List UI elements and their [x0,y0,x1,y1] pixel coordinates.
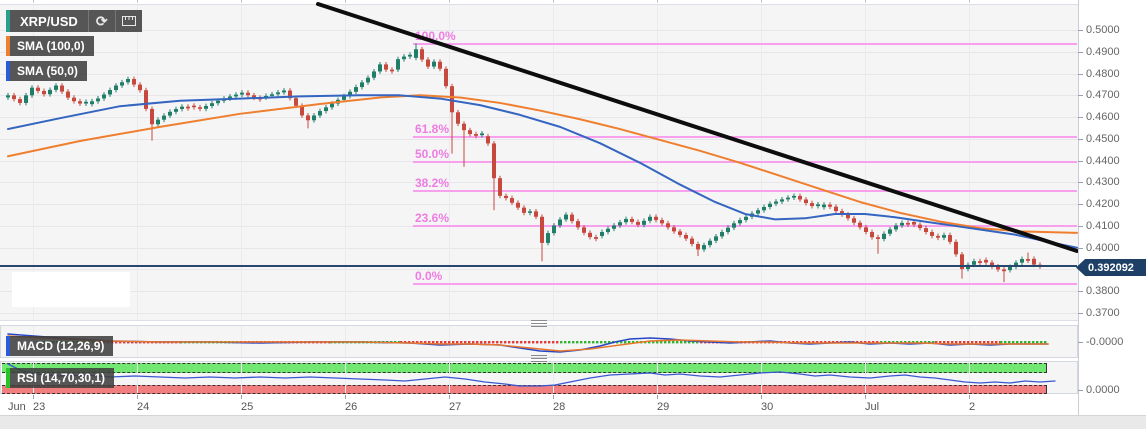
bottom-scroll-strip[interactable] [0,415,1146,429]
fib-line [413,190,1077,192]
time-tick-label: 23 [33,401,46,413]
time-tick-label: 25 [241,401,254,413]
price-tick-label: 0.3800 [1086,285,1120,297]
indicator-tick-label: 0.0000 [1086,384,1120,396]
fib-label: 61.8% [415,122,450,136]
price-tick-label: 0.3700 [1086,307,1120,319]
time-tick-label: 29 [657,401,670,413]
sma50-accent-bar [6,61,10,81]
macd-panel[interactable] [0,325,1078,358]
price-tick-label: 0.4500 [1086,133,1120,145]
price-tick-label: 0.4200 [1086,198,1120,210]
rsi-accent-bar [6,368,10,388]
fib-line [413,161,1077,163]
fib-line [413,43,1077,45]
price-tick-label: 0.4800 [1086,68,1120,80]
rsi-tag[interactable]: RSI (14,70,30,1) [6,368,115,388]
price-tick-label: 0.4300 [1086,176,1120,188]
sma100-label: SMA (100,0) [17,39,85,53]
sma50-label: SMA (50,0) [17,64,78,78]
sma50-tag[interactable]: SMA (50,0) [6,61,87,81]
indicator-tick-label: -0.0000 [1086,336,1124,348]
time-tick-label: 2 [969,401,976,413]
fib-line [413,283,1077,285]
symbol-toolbar: XRP/USD ⟳ [6,10,142,32]
time-tick-label: 26 [345,401,358,413]
fib-label: 0.0% [415,269,443,283]
watermark-cover-box [12,272,130,307]
price-tick-label: 0.4700 [1086,89,1120,101]
macd-accent-bar [6,336,10,356]
time-tick-label: Jun [8,401,26,413]
fib-line [413,225,1077,227]
fib-label: 38.2% [415,176,450,190]
sma100-accent-bar [6,36,10,56]
sma100-tag[interactable]: SMA (100,0) [6,36,94,56]
price-tick-label: 0.4000 [1086,242,1120,254]
fib-label: 50.0% [415,147,450,161]
panel-resize-handle-macd[interactable] [531,320,547,327]
panel-resize-handle-rsi[interactable] [531,355,547,362]
symbol-accent-bar [6,10,10,32]
macd-tag[interactable]: MACD (12,26,9) [6,336,114,356]
rsi-label: RSI (14,70,30,1) [17,371,106,385]
time-tick-label: 30 [761,401,774,413]
price-tick-label: 0.4900 [1086,46,1120,58]
symbol-label[interactable]: XRP/USD [20,13,78,29]
fib-label: 100.0% [415,29,456,43]
time-tick-label: Jul [865,401,880,413]
rsi-oversold-band [2,385,1047,394]
price-tick-label: 0.4600 [1086,111,1120,123]
refresh-icon[interactable]: ⟳ [87,10,115,32]
last-price-badge: 0.392092 [1076,259,1146,276]
fib-line [413,136,1077,138]
price-tick-label: 0.5000 [1086,24,1120,36]
rsi-overbought-band [2,363,1047,373]
time-tick-label: 24 [137,401,150,413]
price-axis-border [1078,0,1079,415]
measure-icon[interactable] [114,10,142,32]
price-tick-label: 0.4100 [1086,220,1120,232]
fib-label: 23.6% [415,211,450,225]
macd-label: MACD (12,26,9) [17,339,105,353]
price-tick-label: 0.4400 [1086,155,1120,167]
time-tick-label: 28 [553,401,566,413]
time-tick-label: 27 [449,401,462,413]
rsi-panel[interactable] [0,361,1078,394]
